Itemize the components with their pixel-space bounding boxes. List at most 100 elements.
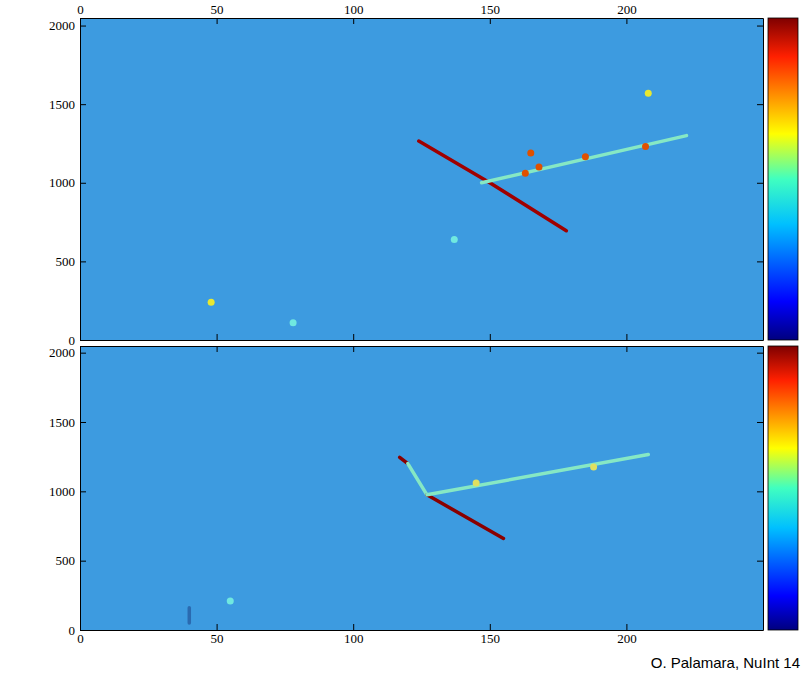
panel: [80, 346, 763, 630]
marks: [189, 455, 648, 623]
tick-mark: [80, 491, 86, 492]
plot-background: [80, 346, 763, 630]
tick-mark: [757, 561, 763, 562]
tick-label: 50: [211, 2, 224, 17]
tick: 2000: [49, 18, 86, 33]
tick-mark: [80, 340, 86, 341]
tick-mark: [626, 346, 627, 352]
tick: [217, 334, 218, 340]
tick-mark: [353, 334, 354, 340]
hit: [473, 480, 480, 487]
tick-label: 0: [69, 623, 76, 638]
tick-mark: [757, 261, 763, 262]
tick: [757, 491, 763, 492]
hit: [535, 164, 542, 171]
axis-line: [81, 630, 764, 631]
color-bar: [768, 346, 798, 630]
tick: 1500: [49, 97, 86, 112]
axis-line: [80, 347, 81, 631]
tick-label: 150: [481, 631, 501, 646]
tick-mark: [757, 353, 763, 354]
tick: [353, 346, 354, 352]
tick: [757, 630, 763, 631]
hit: [227, 597, 234, 604]
tick: [490, 334, 491, 340]
track: [419, 141, 567, 231]
hit: [582, 153, 589, 160]
panel: [80, 18, 763, 340]
tick-label: 500: [56, 254, 76, 269]
track: [188, 608, 192, 623]
plot-background: [80, 18, 763, 340]
tick: 500: [56, 553, 87, 568]
tick-label: 100: [344, 2, 364, 17]
track: [482, 136, 687, 183]
tick: 50: [211, 2, 224, 24]
tick-label: 500: [56, 553, 76, 568]
hit: [527, 149, 534, 156]
tick: [626, 334, 627, 340]
tick-mark: [626, 18, 627, 24]
tick-mark: [353, 18, 354, 24]
tick: 100: [344, 2, 364, 24]
tick-mark: [80, 183, 86, 184]
tick-mark: [217, 346, 218, 352]
tick: [757, 104, 763, 105]
tick: [757, 340, 763, 341]
tick-label: 50: [211, 631, 224, 646]
hit: [290, 319, 297, 326]
tick-mark: [757, 104, 763, 105]
tick: [757, 422, 763, 423]
hit: [208, 299, 215, 306]
tick: [757, 261, 763, 262]
tick: [757, 26, 763, 27]
axis-line: [81, 340, 764, 341]
tick-mark: [757, 491, 763, 492]
tick-mark: [626, 334, 627, 340]
axis-line: [81, 346, 764, 347]
tick-label: 0: [77, 2, 84, 17]
tick-mark: [757, 630, 763, 631]
tick-mark: [80, 261, 86, 262]
tick-mark: [80, 630, 86, 631]
tick: [490, 346, 491, 352]
track: [408, 464, 427, 495]
tick-mark: [80, 561, 86, 562]
tick: 2000: [49, 345, 86, 360]
tick-label: 1000: [49, 484, 75, 499]
tick-label: 2000: [49, 345, 75, 360]
axis: [81, 346, 764, 352]
axis-line: [80, 19, 81, 341]
tick-mark: [217, 18, 218, 24]
figure: 0501001502000500100015002000050100150200…: [0, 0, 806, 675]
tick-mark: [80, 422, 86, 423]
tick-label: 1500: [49, 415, 75, 430]
tick: 1500: [49, 415, 86, 430]
tick-mark: [490, 18, 491, 24]
tick: 500: [56, 254, 87, 269]
tick-label: 200: [617, 631, 637, 646]
tick: [626, 346, 627, 352]
tick-mark: [490, 334, 491, 340]
marks: [208, 90, 687, 327]
tick-label: 1500: [49, 97, 75, 112]
tick: [757, 561, 763, 562]
tick: 150: [481, 624, 501, 646]
tick: [757, 353, 763, 354]
tick-label: 150: [481, 2, 501, 17]
tick: 1000: [49, 175, 86, 190]
tick: 100: [344, 624, 364, 646]
tick-mark: [626, 624, 627, 630]
hit: [522, 170, 529, 177]
tick-mark: [353, 624, 354, 630]
tick-mark: [217, 334, 218, 340]
tick-mark: [490, 346, 491, 352]
tick-mark: [80, 104, 86, 105]
tick-mark: [757, 422, 763, 423]
track: [427, 455, 648, 495]
tick-mark: [757, 340, 763, 341]
hit: [645, 90, 652, 97]
axis: 050100150200: [77, 2, 763, 24]
axis-line: [81, 18, 764, 19]
tick-label: 100: [344, 631, 364, 646]
